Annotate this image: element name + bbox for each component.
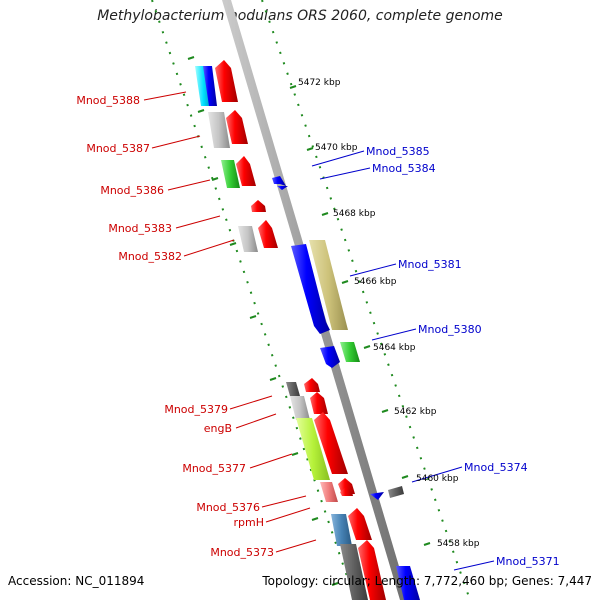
gene-labels-reverse: Mnod_5385 Mnod_5384 Mnod_5381 Mnod_5380 … — [366, 145, 560, 568]
gene-feature — [310, 392, 328, 414]
gene-feature — [388, 486, 404, 498]
gene-feature — [358, 540, 386, 600]
gene-feature — [236, 156, 256, 186]
gene-feature — [396, 566, 420, 600]
gene-feature — [304, 378, 320, 392]
gene-feature — [320, 482, 338, 502]
gene-feature — [370, 492, 384, 500]
gene-feature — [290, 396, 310, 420]
gene-label: rpmH — [234, 516, 265, 529]
gene-feature — [340, 342, 360, 362]
gene-label: Mnod_5383 — [108, 222, 172, 235]
gene-feature — [309, 240, 348, 330]
topology-text: Topology: circular; Length: 7,772,460 bp… — [262, 574, 592, 588]
dotted-track-outer-right — [261, 0, 471, 600]
gene-labels-forward: Mnod_5388 Mnod_5387 Mnod_5386 Mnod_5383 … — [76, 94, 274, 559]
gene-label: Mnod_5373 — [210, 546, 274, 559]
scale-label: 5466 kbp — [354, 277, 397, 287]
accession-text: Accession: NC_011894 — [8, 574, 145, 588]
gene-feature — [251, 200, 266, 212]
gene-label: Mnod_5385 — [366, 145, 430, 158]
scale-label: 5458 kbp — [437, 539, 480, 549]
gene-feature — [286, 382, 300, 396]
gene-feature — [277, 186, 288, 190]
gene-label: Mnod_5380 — [418, 323, 482, 336]
gene-feature — [340, 544, 368, 600]
reverse-strand-features — [272, 176, 420, 600]
gene-feature — [238, 226, 258, 252]
gene-label: Mnod_5388 — [76, 94, 140, 107]
gene-label: Mnod_5384 — [372, 162, 436, 175]
gene-feature — [331, 514, 352, 546]
scale-label: 5470 kbp — [315, 143, 358, 153]
gene-feature — [338, 478, 355, 494]
callout-lines-forward — [143, 91, 317, 553]
scale-label: 5468 kbp — [333, 209, 376, 219]
gene-feature — [215, 60, 238, 102]
map-title: Methylobacterium nodulans ORS 2060, comp… — [97, 8, 503, 24]
gene-feature — [348, 508, 372, 540]
gene-label: engB — [204, 422, 232, 435]
callout-lines-reverse — [311, 150, 495, 571]
scale-labels: 5472 kbp 5470 kbp 5468 kbp 5466 kbp 5464… — [298, 78, 480, 549]
scale-label: 5460 kbp — [416, 474, 459, 484]
gene-label: Mnod_5382 — [118, 250, 182, 263]
gene-feature — [314, 412, 348, 474]
gene-feature — [272, 176, 286, 186]
forward-strand-features — [195, 60, 386, 600]
gene-label: Mnod_5379 — [164, 403, 228, 416]
gene-label: Mnod_5381 — [398, 258, 462, 271]
scale-label: 5462 kbp — [394, 407, 437, 417]
gene-label: Mnod_5376 — [196, 501, 260, 514]
gene-feature — [208, 112, 230, 148]
gene-feature — [291, 244, 330, 334]
gene-feature — [296, 418, 330, 480]
tick-dashes — [187, 56, 431, 586]
gene-feature — [203, 66, 217, 106]
gene-feature — [226, 110, 248, 144]
gene-label: Mnod_5371 — [496, 555, 560, 568]
gene-feature — [340, 486, 353, 496]
gene-label: Mnod_5386 — [100, 184, 164, 197]
gene-feature — [320, 346, 340, 368]
scale-label: 5472 kbp — [298, 78, 341, 88]
gene-label: Mnod_5377 — [182, 462, 246, 475]
gene-feature — [221, 160, 240, 188]
gene-label: Mnod_5374 — [464, 461, 528, 474]
scale-label: 5464 kbp — [373, 343, 416, 353]
gene-label: Mnod_5387 — [86, 142, 150, 155]
gene-feature — [258, 220, 278, 248]
